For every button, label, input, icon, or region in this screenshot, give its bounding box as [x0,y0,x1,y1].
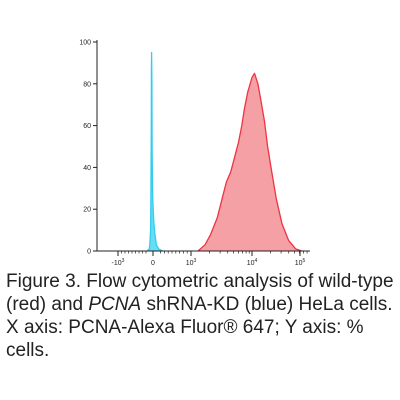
y-tick-label-2: 40 [83,165,91,172]
caption-gene-name: PCNA [88,294,142,315]
y-tick-label-3: 60 [83,123,91,130]
flow-cytometry-histogram: 0 20 40 60 80 100 -103 0 103 104 105 [79,40,310,267]
y-tick-label-1: 20 [83,207,91,214]
y-tick-label-4: 80 [83,81,91,88]
series-1-line [197,72,302,252]
x-tick-label-4: 105 [295,258,306,267]
caption-text-2: shRNA-KD (blue) HeLa cells. X axis: PCNA… [6,294,393,361]
x-tick-label-0: -103 [112,258,125,267]
x-tick-label-2: 103 [186,258,197,267]
y-tick-label-5: 100 [79,40,91,47]
axes-layer: 0 20 40 60 80 100 -103 0 103 104 105 [79,40,310,267]
y-tick-label-0: 0 [87,249,91,256]
figure-caption: Figure 3. Flow cytometric analysis of wi… [6,270,398,362]
series-0-line [146,51,163,252]
series-layer [146,51,302,252]
caption-text-1: Figure 3. Flow cytometric analysis of wi… [6,271,394,315]
series-1-area [198,73,302,251]
series-0-area [147,52,163,251]
x-tick-label-3: 104 [247,258,258,267]
x-tick-label-1: 0 [151,260,155,267]
